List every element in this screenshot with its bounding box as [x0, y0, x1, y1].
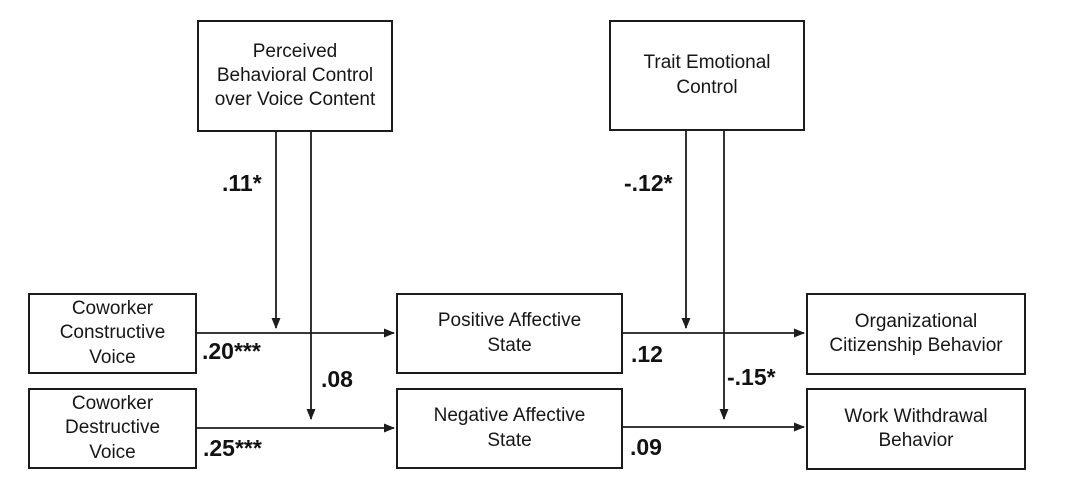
node-coworker-constructive-voice: Coworker Constructive Voice	[28, 293, 197, 374]
node-work-withdrawal-behavior: Work Withdrawal Behavior	[806, 388, 1026, 470]
coefficient-pbc-moderation-constructive: .11*	[222, 170, 262, 196]
coefficient-nas-to-wwb: .09	[630, 434, 662, 460]
coefficient-cdv-to-nas: .25***	[203, 435, 262, 461]
coefficient-pas-to-ocb: .12	[631, 341, 663, 367]
node-negative-affective-state: Negative Affective State	[396, 388, 623, 469]
node-organizational-citizenship-behavior: Organizational Citizenship Behavior	[806, 293, 1026, 375]
node-perceived-behavioral-control: Perceived Behavioral Control over Voice …	[197, 20, 393, 132]
node-positive-affective-state: Positive Affective State	[396, 293, 623, 374]
coefficient-ccv-to-pas: .20***	[202, 338, 261, 364]
node-trait-emotional-control: Trait Emotional Control	[609, 20, 805, 131]
coefficient-tec-moderation-ocb: -.12*	[624, 170, 673, 196]
coefficient-pbc-moderation-destructive: .08	[321, 366, 353, 392]
coefficient-tec-moderation-wwb: -.15*	[727, 364, 776, 390]
node-coworker-destructive-voice: Coworker Destructive Voice	[28, 388, 197, 469]
